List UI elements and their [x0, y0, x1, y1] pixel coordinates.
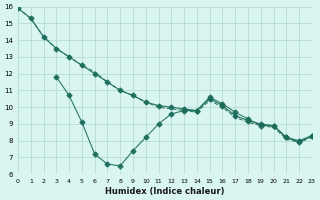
X-axis label: Humidex (Indice chaleur): Humidex (Indice chaleur) [105, 187, 225, 196]
